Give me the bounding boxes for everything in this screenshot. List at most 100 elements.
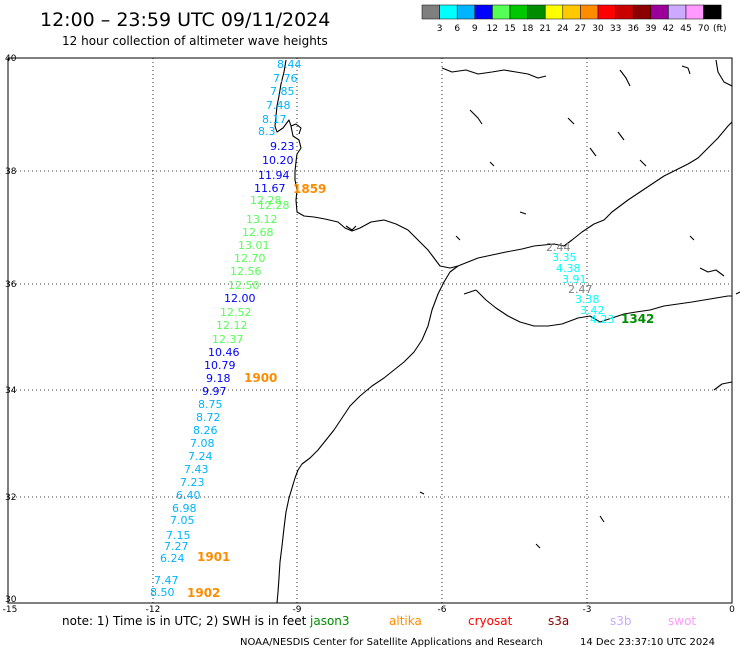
track-time-label: 1902 xyxy=(187,586,220,600)
track-time-label: 1900 xyxy=(244,371,277,385)
wave-height-label: 7.47 xyxy=(154,574,179,587)
wave-height-label: 7.27 xyxy=(164,540,189,553)
colorbar-swatch xyxy=(439,4,458,20)
wave-height-label: 12.37 xyxy=(212,333,244,346)
colorbar-swatch xyxy=(492,4,511,20)
wave-height-label: 8.44 xyxy=(277,58,302,71)
footer-note: note: 1) Time is in UTC; 2) SWH is in fe… xyxy=(62,614,307,628)
wave-height-label: 6.24 xyxy=(160,552,185,565)
wave-height-label: 2.47 xyxy=(568,283,593,296)
wave-height-label: 7.24 xyxy=(188,450,213,463)
colorbar-swatch xyxy=(685,4,704,20)
colorbar-tick-label: 9 xyxy=(472,24,478,34)
lon-label: 0 xyxy=(729,605,735,615)
wave-height-label: 6.98 xyxy=(172,502,197,515)
colorbar-swatch xyxy=(632,4,652,20)
wave-height-label: 12.70 xyxy=(234,252,266,265)
wave-height-label: 8.26 xyxy=(193,424,218,437)
colorbar-swatch xyxy=(421,4,440,20)
wave-height-label: 12.12 xyxy=(216,319,248,332)
colorbar-tick-label: 6 xyxy=(454,24,460,34)
wave-height-label: 8.50 xyxy=(150,586,175,599)
wave-height-label: 10.20 xyxy=(262,154,294,167)
wave-height-label: 7.23 xyxy=(180,476,205,489)
wave-height-label: 6.40 xyxy=(176,489,201,502)
map-title: 12:00 – 23:59 UTC 09/11/2024 xyxy=(40,9,330,31)
colorbar-tick-label: 21 xyxy=(539,24,550,34)
colorbar-tick-label: 36 xyxy=(627,24,639,34)
colorbar-tick-label: 27 xyxy=(575,24,586,34)
wave-height-label: 3.38 xyxy=(575,293,600,306)
lat-label: 38 xyxy=(5,167,17,177)
colorbar-tick-label: 18 xyxy=(522,24,534,34)
footer-credit: NOAA/NESDIS Center for Satellite Applica… xyxy=(240,637,543,648)
wave-height-label: 12.28 xyxy=(258,199,290,212)
colorbar-swatch xyxy=(474,4,493,20)
longitude-labels: -15 -12 -9 -6 -3 0 xyxy=(3,605,735,615)
colorbar-unit: (ft) xyxy=(713,24,727,34)
colorbar-tick-label: 3 xyxy=(437,24,443,34)
lon-label: -9 xyxy=(293,605,302,615)
graticule xyxy=(8,58,732,603)
wave-height-label: 7.05 xyxy=(170,514,195,527)
lon-label: -15 xyxy=(3,605,18,615)
satellite-legend: jason3 altika cryosat s3a s3b swot xyxy=(309,614,696,628)
satellite-legend-item: s3b xyxy=(610,614,632,628)
map-subtitle: 12 hour collection of altimeter wave hei… xyxy=(62,34,328,48)
colorbar-tick-label: 12 xyxy=(487,24,498,34)
colorbar-tick-label: 24 xyxy=(557,24,569,34)
lon-label: -6 xyxy=(438,605,447,615)
satellite-legend-item: swot xyxy=(668,614,696,628)
colorbar-labels: 3 6 9 12 15 18 21 24 27 30 33 36 39 42 45 70 xyxy=(437,24,710,34)
colorbar-tick-label: 42 xyxy=(663,24,674,34)
wave-height-label: 7.08 xyxy=(190,437,215,450)
track-time-labels: 1859 1900 1901 1902 1342 xyxy=(187,182,654,600)
colorbar-tick-label: 45 xyxy=(680,24,691,34)
wave-height-label: 3.35 xyxy=(552,251,577,264)
satellite-legend-item: jason3 xyxy=(309,614,350,628)
lat-label: 30 xyxy=(5,595,17,605)
track-time-label: 1342 xyxy=(621,312,654,326)
wave-height-label: 3.91 xyxy=(562,273,587,286)
colorbar-swatch xyxy=(562,4,581,20)
coastline xyxy=(274,59,740,604)
latitude-labels: 40 38 36 34 32 30 xyxy=(5,54,17,605)
wave-height-label: 12.50 xyxy=(228,279,260,292)
colorbar-tick-label: 15 xyxy=(504,24,515,34)
map-frame xyxy=(7,57,733,604)
colorbar-swatch xyxy=(580,4,599,20)
wave-height-label: 9.18 xyxy=(206,372,231,385)
wave-height-label: 3.42 xyxy=(580,304,605,317)
lat-label: 34 xyxy=(5,386,17,396)
lat-label: 36 xyxy=(5,280,17,290)
wave-height-label: 2.44 xyxy=(546,241,571,254)
track-alboran-sea: 2.443.354.383.912.473.383.424.23 xyxy=(546,241,615,326)
footer-timestamp: 14 Dec 23:37:10 UTC 2024 xyxy=(580,637,715,648)
wave-height-label: 9.97 xyxy=(202,385,227,398)
wave-height-label: 4.38 xyxy=(556,262,581,275)
wave-height-label: 9.23 xyxy=(270,140,295,153)
colorbar-swatch xyxy=(615,4,634,20)
wave-height-label: 12.68 xyxy=(242,226,274,239)
colorbar-tick-label: 30 xyxy=(592,24,604,34)
colorbar-tick-label: 39 xyxy=(645,24,657,34)
wave-height-colorbar xyxy=(421,4,722,20)
wave-height-label: 10.46 xyxy=(208,346,240,359)
wave-height-label: 12.00 xyxy=(224,292,256,305)
wave-height-label: 12.28 xyxy=(250,194,282,207)
colorbar-swatch xyxy=(650,4,669,20)
track-time-label: 1901 xyxy=(197,550,230,564)
colorbar-swatch xyxy=(703,4,722,20)
lat-label: 32 xyxy=(5,493,16,503)
colorbar-swatch xyxy=(456,4,476,20)
satellite-legend-item: s3a xyxy=(548,614,569,628)
wave-height-label: 7.15 xyxy=(166,529,191,542)
colorbar-swatch xyxy=(668,4,687,20)
wave-height-label: 8.3 xyxy=(258,125,276,138)
colorbar-tick-label: 70 xyxy=(698,24,710,34)
wave-height-label: 13.01 xyxy=(238,239,270,252)
wave-height-label: 10.79 xyxy=(204,359,236,372)
wave-height-label: 7.48 xyxy=(266,99,291,112)
